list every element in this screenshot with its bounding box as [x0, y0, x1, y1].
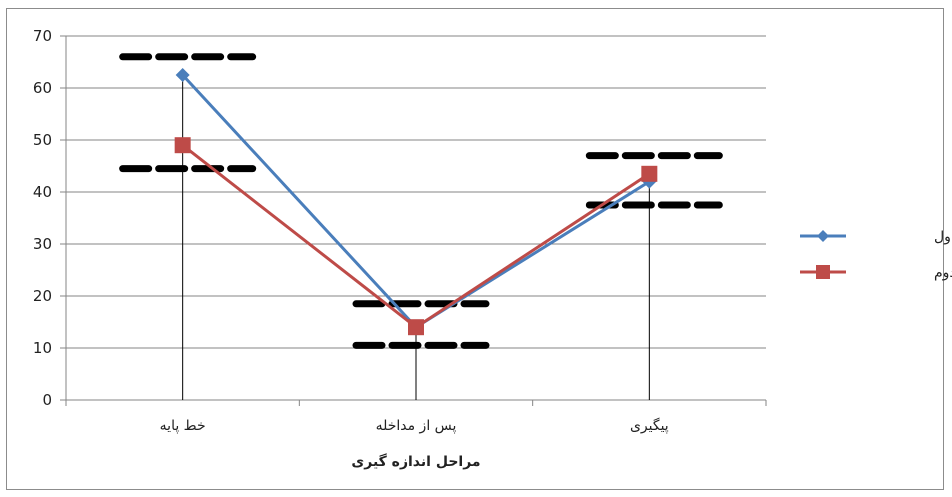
reference-bands [119, 53, 723, 349]
x-tick-label: پس از مداخله [376, 418, 457, 434]
y-tick-label: 50 [33, 131, 52, 149]
series-line [181, 144, 651, 330]
legend-marker-diamond [817, 230, 829, 242]
x-tick-label: پیگیری [630, 417, 669, 434]
y-tick-label: 60 [33, 79, 52, 97]
legend: آزمودنی اول آزمودنی دوم [800, 228, 952, 281]
legend-marker-square [816, 265, 830, 279]
x-axis: خط پایه پس از مداخله پیگیری [65, 75, 767, 434]
data-point-square [174, 137, 191, 154]
y-tick-label: 10 [33, 339, 52, 357]
y-tick-label: 30 [33, 235, 52, 253]
x-tick-label: خط پایه [160, 418, 206, 434]
data-point-square [408, 319, 424, 336]
legend-label: آزمودنی اول [934, 228, 952, 245]
y-tick-label: 20 [33, 287, 52, 305]
y-tick-label: 40 [33, 183, 52, 201]
y-tick-label: 70 [33, 27, 52, 45]
series-group [174, 68, 658, 336]
y-tick-label: 0 [42, 391, 52, 409]
y-axis: 0 10 20 30 40 50 60 70 [33, 27, 67, 409]
data-point-square [641, 165, 658, 182]
data-point-diamond [175, 68, 190, 82]
legend-label: آزمودنی دوم [934, 264, 952, 281]
x-axis-title: مراحل اندازه گیری [351, 453, 480, 470]
